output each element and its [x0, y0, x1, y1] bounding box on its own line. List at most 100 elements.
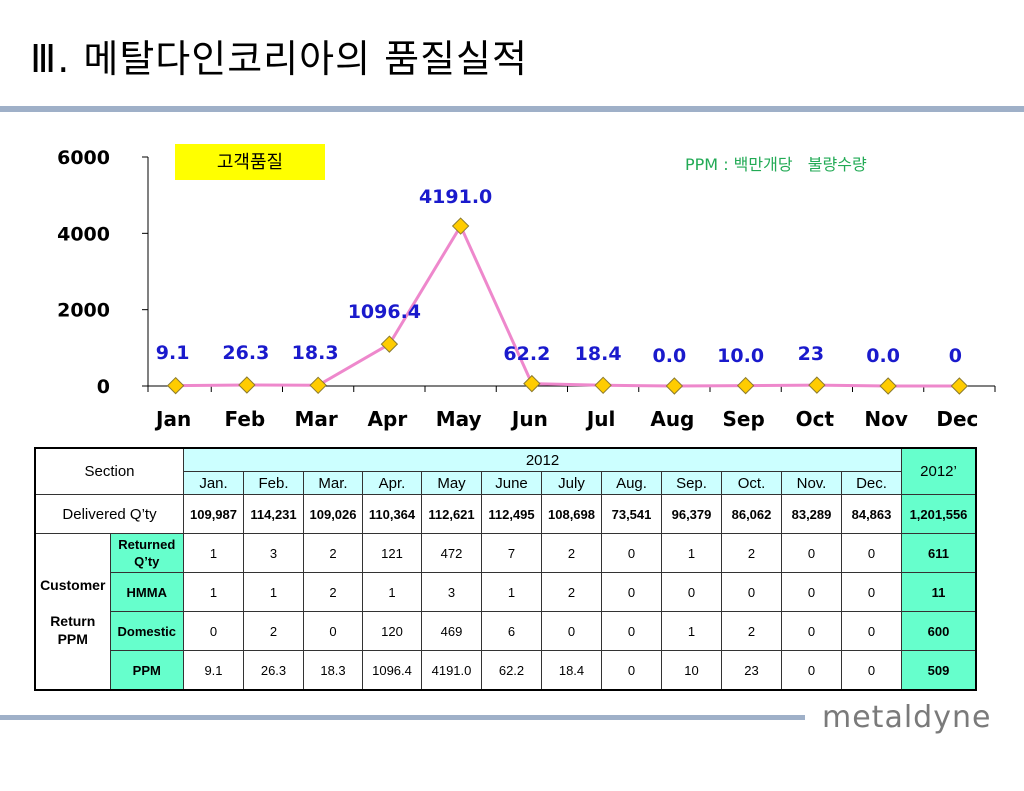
data-label: 9.1 [156, 342, 190, 364]
data-point-marker [380, 335, 399, 353]
data-label: 18.3 [292, 342, 339, 364]
table-cell: 0 [781, 572, 842, 612]
total-header: 2012’ [901, 447, 977, 495]
table-cell: 0 [781, 533, 842, 573]
table-cell: 0 [601, 572, 662, 612]
y-tick-label: 4000 [57, 223, 110, 245]
table-cell: 0 [661, 572, 722, 612]
delivered-value: 109,026 [303, 494, 363, 534]
month-header: Nov. [781, 471, 842, 495]
footer-divider [0, 715, 805, 720]
table-cell: 1 [183, 533, 244, 573]
delivered-value: 84,863 [841, 494, 902, 534]
series-line [175, 222, 960, 388]
table-cell: 2 [541, 572, 602, 612]
table-cell: 4191.0 [421, 650, 482, 691]
annotation-box-text: 고객품질 [217, 152, 283, 173]
table-cell: 0 [781, 611, 842, 651]
month-header: Sep. [661, 471, 722, 495]
section-header: Section [34, 447, 184, 495]
x-tick-label: Jan [154, 407, 191, 431]
y-tick-label: 2000 [57, 300, 110, 322]
data-label: 0.0 [653, 345, 687, 367]
table-cell: 7 [481, 533, 542, 573]
table-cell: 1 [661, 533, 722, 573]
metaldyne-logo: metaldyne [822, 700, 992, 735]
table-cell: 1 [481, 572, 542, 612]
x-tick-label: Feb [225, 407, 266, 431]
table-cell: 0 [601, 650, 662, 691]
y-tick-label: 0 [97, 376, 110, 398]
x-tick-label: Oct [796, 407, 835, 431]
delivered-value: 114,231 [243, 494, 304, 534]
table-cell: 26.3 [243, 650, 304, 691]
table-cell: 469 [421, 611, 482, 651]
table-cell: 0 [781, 650, 842, 691]
table-cell: 10 [661, 650, 722, 691]
data-point-marker [736, 376, 755, 395]
header-divider [0, 106, 1024, 112]
data-point-marker [950, 377, 969, 395]
delivered-value: 112,495 [481, 494, 542, 534]
table-cell: 18.3 [303, 650, 363, 691]
table-cell: 0 [541, 611, 602, 651]
table-cell: 2 [303, 533, 363, 573]
data-label: 10.0 [717, 345, 764, 367]
delivered-value: 83,289 [781, 494, 842, 534]
data-point-marker [523, 374, 541, 393]
group-label-return-ppm: Return PPM [50, 612, 96, 647]
table-cell: 2 [243, 611, 304, 651]
table-cell: 0 [721, 572, 782, 612]
row-total: 611 [901, 533, 977, 573]
data-point-marker [451, 217, 470, 235]
table-cell: 0 [841, 650, 902, 691]
delivered-value: 73,541 [601, 494, 662, 534]
table-cell: 0 [303, 611, 363, 651]
data-point-marker [166, 376, 185, 395]
data-label: 23 [798, 343, 824, 365]
table-cell: 23 [721, 650, 782, 691]
page-title: Ⅲ. 메탈다인코리아의 품질실적 [30, 37, 528, 81]
customer-return-ppm-label: Customer Return PPM [34, 533, 111, 691]
x-tick-label: Jun [510, 407, 548, 431]
month-header: Oct. [721, 471, 782, 495]
data-label: 1096.4 [348, 301, 421, 323]
data-label: 62.2 [503, 343, 550, 365]
month-header: Apr. [362, 471, 422, 495]
row-label: Returned Q’ty [109, 533, 184, 573]
table-cell: 2 [721, 611, 782, 651]
month-header: June [481, 471, 542, 495]
table-cell: 2 [303, 572, 363, 612]
row-label: PPM [109, 650, 184, 691]
month-header: May [421, 471, 482, 495]
table-cell: 121 [362, 533, 422, 573]
data-point-marker [309, 376, 327, 395]
y-tick-label: 6000 [57, 147, 110, 169]
delivered-value: 96,379 [661, 494, 722, 534]
table-cell: 0 [601, 611, 662, 651]
month-header: Aug. [601, 471, 662, 495]
delivered-value: 112,621 [421, 494, 482, 534]
quality-table: Section 2012 2012’ Jan. Feb. Mar. Apr. May Ju… [34, 447, 977, 691]
table-cell: 62.2 [481, 650, 542, 691]
table-cell: 120 [362, 611, 422, 651]
table-cell: 0 [841, 611, 902, 651]
month-header: Dec. [841, 471, 902, 495]
data-label: 0.0 [866, 345, 900, 367]
year-header: 2012 [183, 447, 902, 472]
data-label: 18.4 [575, 343, 622, 365]
month-header: Jan. [183, 471, 244, 495]
x-tick-label: May [436, 407, 482, 431]
x-tick-label: Nov [864, 407, 908, 431]
month-header: July [541, 471, 602, 495]
x-tick-label: Jul [585, 407, 616, 431]
table-cell: 0 [841, 572, 902, 612]
month-header: Mar. [303, 471, 363, 495]
ppm-annotation: PPM : 백만개당 불량수량 [685, 155, 867, 174]
x-tick-label: Sep [722, 407, 764, 431]
delivered-value: 86,062 [721, 494, 782, 534]
group-label-customer: Customer [40, 576, 106, 593]
x-tick-label: Aug [650, 407, 694, 431]
table-cell: 6 [481, 611, 542, 651]
delivered-value: 108,698 [541, 494, 602, 534]
